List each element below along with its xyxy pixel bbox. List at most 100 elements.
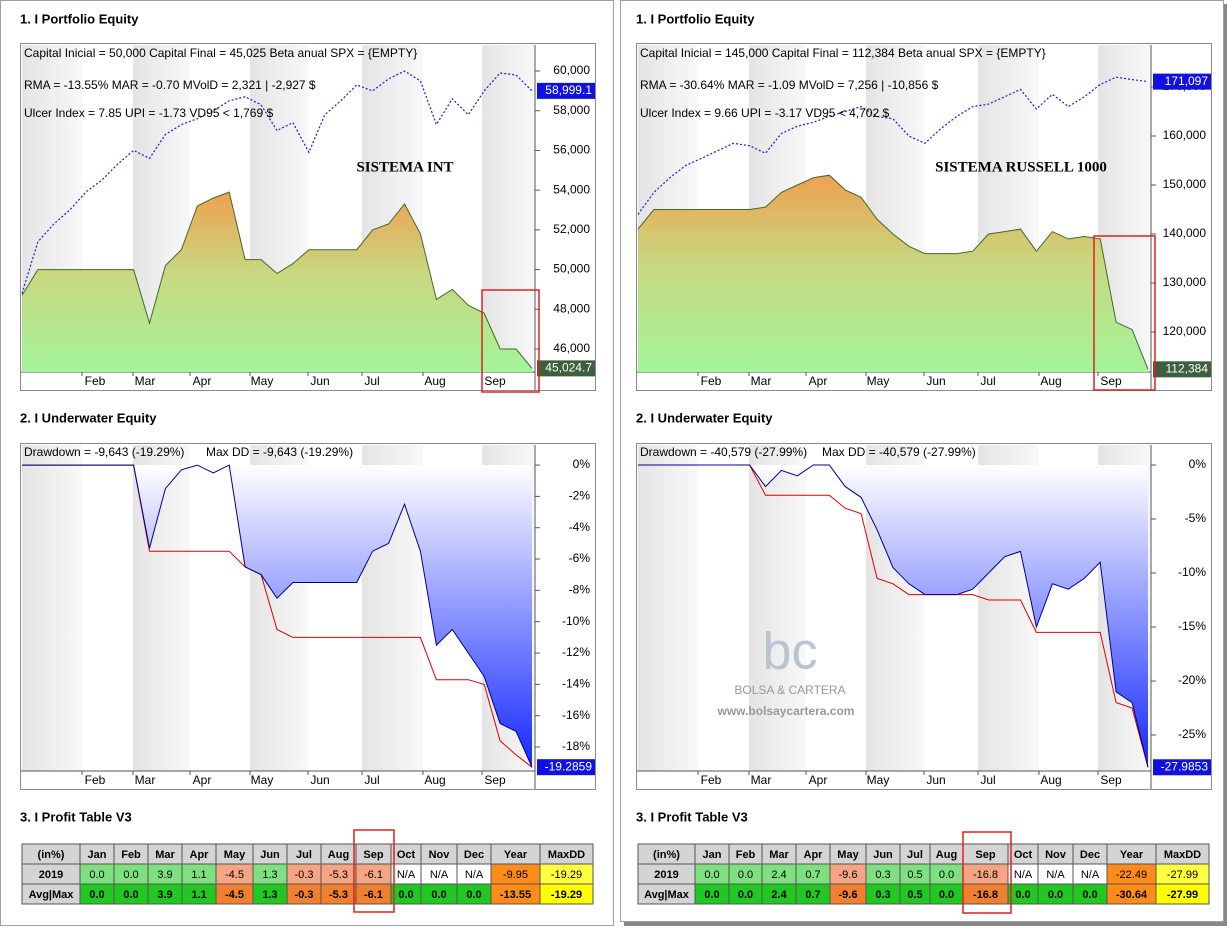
panel: 1. I Portfolio Equity 46,000 48,000 50,000 5… xyxy=(20,11,596,913)
x-tick-label: Mar xyxy=(135,374,156,388)
table-value: N/A xyxy=(1046,869,1065,881)
highlight-box xyxy=(481,289,540,393)
section-title: 2. I Underwater Equity xyxy=(20,410,157,425)
y-tick-label: -15% xyxy=(1178,619,1206,633)
x-tick-label: Feb xyxy=(85,773,106,787)
x-tick-label: Feb xyxy=(701,374,722,388)
table-header: Dec xyxy=(1080,849,1100,861)
section-title: 1. I Portfolio Equity xyxy=(20,11,139,26)
watermark-name: BOLSA & CARTERA xyxy=(734,683,845,697)
x-tick-label: May xyxy=(251,773,274,787)
y-tick-label: 0% xyxy=(1189,457,1207,471)
x-tick-label: May xyxy=(867,374,890,388)
system-label: SISTEMA RUSSELL 1000 xyxy=(935,159,1107,175)
y-tick-label: 58,000 xyxy=(553,103,590,117)
x-tick-label: Aug xyxy=(1040,773,1061,787)
end-label: 171,097 xyxy=(1165,74,1209,88)
end-label: 112,384 xyxy=(1166,362,1209,376)
y-tick-label: -2% xyxy=(569,489,591,503)
table-value: 0.0 xyxy=(1082,889,1097,901)
table-value: -5.3 xyxy=(329,889,348,901)
table-header: Feb xyxy=(121,849,141,861)
table-header: MaxDD xyxy=(1164,849,1201,861)
y-tick-label: -12% xyxy=(562,645,590,659)
watermark-logo: bc xyxy=(763,623,818,681)
drawdown-line xyxy=(638,464,1149,768)
y-tick-label: 140,000 xyxy=(1163,226,1207,240)
y-tick-label: -20% xyxy=(1178,673,1206,687)
table-header: Mar xyxy=(155,849,175,861)
table-value: 0.0 xyxy=(1015,889,1030,901)
table-header: Dec xyxy=(464,849,484,861)
equity-line xyxy=(21,191,533,369)
table-value: -16.8 xyxy=(973,869,998,881)
section-title: 3. I Profit Table V3 xyxy=(20,809,132,824)
stats-text: Ulcer Index = 7.85 UPI = -1.73 VD95 < 1,… xyxy=(24,106,273,120)
table-value: 0.0 xyxy=(431,889,446,901)
table-value: -13.55 xyxy=(500,889,531,901)
table-header: Oct xyxy=(397,849,416,861)
y-tick-label: 52,000 xyxy=(553,222,590,236)
y-tick-label: 56,000 xyxy=(553,143,590,157)
table-header: Aug xyxy=(936,849,957,861)
equity-area xyxy=(22,192,532,372)
y-tick-label: -10% xyxy=(562,614,590,628)
table-header: Mar xyxy=(769,849,789,861)
table-value: -27.99 xyxy=(1167,889,1198,901)
table-value: 0.7 xyxy=(805,889,820,901)
table-value: -22.49 xyxy=(1116,869,1147,881)
end-label-box xyxy=(537,759,595,776)
x-tick-label: Mar xyxy=(751,374,772,388)
equity-line xyxy=(637,174,1149,370)
x-tick-label: Sep xyxy=(1100,773,1122,787)
end-label: -27.9853 xyxy=(1161,759,1209,773)
x-tick-label: Jul xyxy=(364,374,379,388)
table-value: 2.4 xyxy=(771,869,786,881)
system-label: SISTEMA INT xyxy=(356,159,453,175)
x-tick-label: May xyxy=(867,773,890,787)
table-value: -16.8 xyxy=(973,889,998,901)
month-band xyxy=(638,445,698,771)
y-tick-label: 50,000 xyxy=(553,262,590,276)
x-tick-label: Jun xyxy=(926,773,945,787)
panel: 1. I Portfolio Equity 120,000 130,000 140,0… xyxy=(636,11,1212,914)
x-tick-label: Jun xyxy=(310,773,329,787)
table-header: Year xyxy=(1120,849,1144,861)
table-header: Oct xyxy=(1014,849,1033,861)
table-value: 2.4 xyxy=(771,889,787,901)
table-value: 0.0 xyxy=(466,889,481,901)
table-header: May xyxy=(837,849,859,861)
table-value: 0.0 xyxy=(704,869,719,881)
stats-text: Capital Inicial = 145,000 Capital Final … xyxy=(640,46,1046,60)
table-value: 2019 xyxy=(654,869,678,881)
stats-text: Capital Inicial = 50,000 Capital Final =… xyxy=(24,46,417,60)
highlight-box xyxy=(353,829,395,913)
table-value: -4.5 xyxy=(225,869,244,881)
stats-text: Drawdown = -40,579 (-27.99%) xyxy=(640,445,807,459)
month-band xyxy=(22,445,82,771)
month-band xyxy=(482,45,535,372)
table-value: -19.29 xyxy=(551,889,582,901)
end-label: -19.2859 xyxy=(545,759,593,773)
y-tick-label: 0% xyxy=(573,457,591,471)
table-value: 1.1 xyxy=(191,889,206,901)
table-value: 3.9 xyxy=(157,889,172,901)
table-value: 1.1 xyxy=(191,869,206,881)
drawdown-area xyxy=(22,465,532,768)
x-tick-label: May xyxy=(251,374,274,388)
x-tick-label: Sep xyxy=(484,374,506,388)
x-tick-label: Mar xyxy=(751,773,772,787)
table-value: 0.0 xyxy=(704,889,719,901)
y-tick-label: 120,000 xyxy=(1163,324,1207,338)
table-value: -6.1 xyxy=(364,869,383,881)
x-tick-label: Apr xyxy=(809,374,828,388)
y-tick-label: 46,000 xyxy=(553,341,590,355)
table-cell xyxy=(539,883,594,905)
table-value: 0.5 xyxy=(907,869,922,881)
table-value: N/A xyxy=(1014,869,1033,881)
table-value: 0.0 xyxy=(738,869,753,881)
table-header: Nov xyxy=(1045,849,1067,861)
table-header: Jun xyxy=(873,849,893,861)
